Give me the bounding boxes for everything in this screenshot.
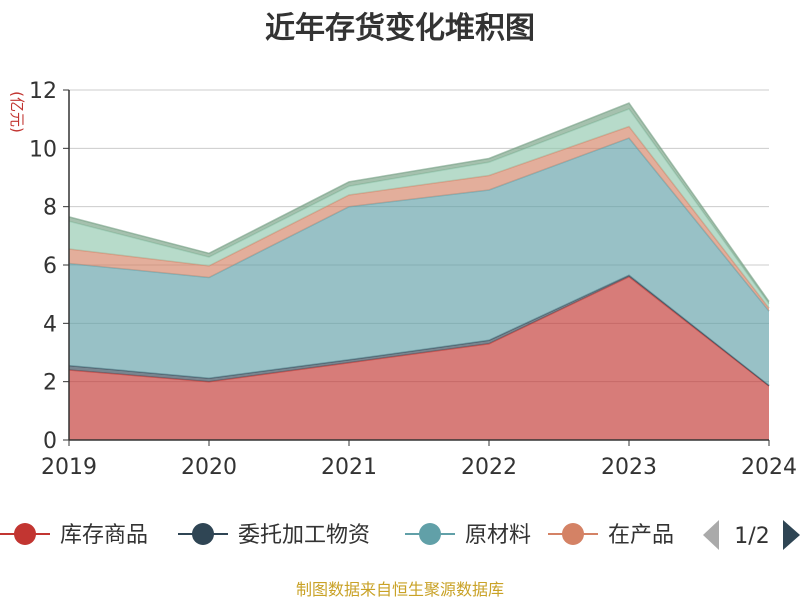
triangle-right-icon[interactable] xyxy=(783,520,800,550)
legend-pager: 1/2 xyxy=(703,520,800,550)
data-source-note: 制图数据来自恒生聚源数据库 xyxy=(296,580,504,599)
y-tick-label-6: 6 xyxy=(43,254,57,279)
legend-label-4: 在产品 xyxy=(608,523,674,548)
legend-marker-1 xyxy=(14,523,36,545)
y-axis-label: (亿元) xyxy=(8,91,26,133)
legend-item-1[interactable]: 库存商品 xyxy=(0,523,148,548)
area-3 xyxy=(69,138,769,386)
y-tick-label-10: 10 xyxy=(29,137,57,162)
y-tick-label-0: 0 xyxy=(43,429,57,454)
axes: 0 2 4 6 8 10 12 2019 2020 2021 2022 2023 2024 xyxy=(29,79,797,480)
y-tick-label-4: 4 xyxy=(43,312,57,337)
area-2 xyxy=(69,275,769,386)
legend-page-indicator: 1/2 xyxy=(734,524,769,549)
area-edge-6 xyxy=(68,102,770,302)
triangle-left-icon[interactable] xyxy=(703,520,719,550)
legend: 库存商品 委托加工物资 原材料 在产品 xyxy=(0,523,674,548)
y-tick-label-2: 2 xyxy=(43,371,57,396)
legend-marker-2 xyxy=(192,523,214,545)
legend-label-1: 库存商品 xyxy=(60,523,148,548)
legend-item-2[interactable]: 委托加工物资 xyxy=(178,523,370,548)
x-tick-label-2019: 2019 xyxy=(41,455,97,480)
y-tick-label-12: 12 xyxy=(29,79,57,104)
x-tick-label-2020: 2020 xyxy=(181,455,237,480)
x-tick-label-2024: 2024 xyxy=(741,455,797,480)
chart-title: 近年存货变化堆积图 xyxy=(265,11,535,46)
legend-item-4[interactable]: 在产品 xyxy=(548,523,674,548)
x-tick-label-2023: 2023 xyxy=(601,455,657,480)
legend-marker-4 xyxy=(562,523,584,545)
area-1 xyxy=(69,276,769,440)
x-tick-label-2022: 2022 xyxy=(461,455,517,480)
legend-label-3: 原材料 xyxy=(465,523,531,548)
legend-item-3[interactable]: 原材料 xyxy=(405,523,531,548)
legend-marker-3 xyxy=(419,523,441,545)
x-tick-label-2021: 2021 xyxy=(321,455,377,480)
area-series xyxy=(68,102,770,440)
y-tick-label-8: 8 xyxy=(43,196,57,221)
legend-label-2: 委托加工物资 xyxy=(238,523,370,548)
